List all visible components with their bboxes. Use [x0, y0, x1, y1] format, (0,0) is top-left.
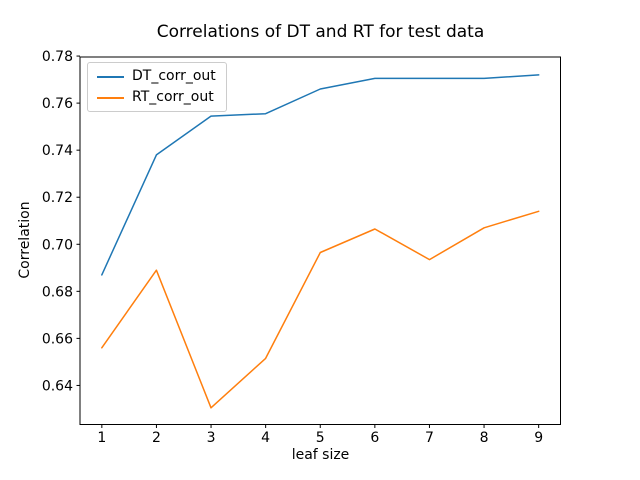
y-tick-label: 0.74: [42, 143, 73, 159]
x-tick-label: 6: [370, 430, 379, 446]
x-tick-label: 9: [534, 430, 543, 446]
rt-line-swatch-icon: [97, 96, 124, 99]
series-line-RT_corr_out: [101, 210, 540, 409]
legend-label-dt: DT_corr_out: [132, 68, 216, 84]
dt-line-swatch-icon: [97, 75, 124, 78]
chart-title: Correlations of DT and RT for test data: [156, 22, 485, 42]
y-tick-label: 0.70: [42, 237, 73, 253]
y-tick-label: 0.68: [42, 284, 73, 300]
y-axis-label: Correlation: [17, 201, 33, 279]
series-line-DT_corr_out: [101, 74, 540, 276]
y-tick-label: 0.64: [42, 378, 73, 394]
x-tick-label: 4: [261, 430, 270, 446]
x-tick-label: 1: [97, 430, 106, 446]
legend-entry-dt: DT_corr_out: [97, 69, 216, 84]
y-tick-label: 0.66: [42, 331, 73, 347]
legend: DT_corr_out RT_corr_out: [87, 62, 227, 112]
y-tick-label: 0.78: [42, 49, 73, 65]
x-tick-label: 7: [425, 430, 434, 446]
y-tick-label: 0.76: [42, 96, 73, 112]
x-tick-label: 2: [152, 430, 161, 446]
y-tick-label: 0.72: [42, 190, 73, 206]
legend-label-rt: RT_corr_out: [132, 89, 214, 105]
x-tick-label: 5: [316, 430, 325, 446]
x-tick-label: 8: [480, 430, 489, 446]
legend-entry-rt: RT_corr_out: [97, 90, 216, 105]
x-axis-label: leaf size: [291, 447, 350, 463]
x-tick-label: 3: [207, 430, 216, 446]
plot-area: [79, 56, 561, 425]
